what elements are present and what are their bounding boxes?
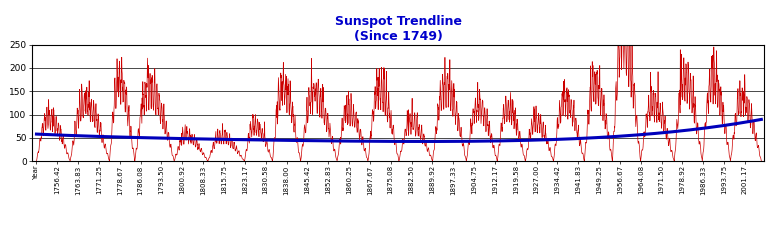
Title: Sunspot Trendline
(Since 1749): Sunspot Trendline (Since 1749)	[335, 15, 462, 43]
